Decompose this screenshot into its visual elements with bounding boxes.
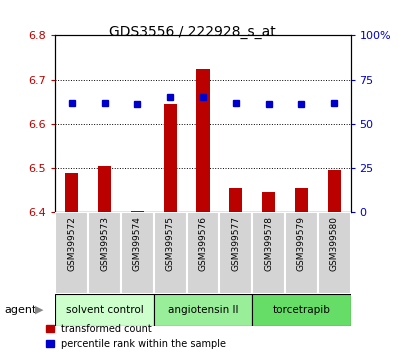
Text: torcetrapib: torcetrapib xyxy=(272,305,330,315)
FancyBboxPatch shape xyxy=(284,212,317,294)
FancyBboxPatch shape xyxy=(55,294,153,326)
Text: GSM399576: GSM399576 xyxy=(198,216,207,272)
Text: GSM399573: GSM399573 xyxy=(100,216,109,272)
FancyBboxPatch shape xyxy=(317,212,350,294)
FancyBboxPatch shape xyxy=(121,212,153,294)
Text: GSM399575: GSM399575 xyxy=(165,216,174,272)
FancyBboxPatch shape xyxy=(153,212,186,294)
FancyBboxPatch shape xyxy=(219,212,252,294)
Bar xyxy=(261,193,274,212)
Bar xyxy=(98,166,111,212)
FancyBboxPatch shape xyxy=(55,212,88,294)
FancyBboxPatch shape xyxy=(186,212,219,294)
Text: GSM399578: GSM399578 xyxy=(263,216,272,272)
Legend: transformed count, percentile rank within the sample: transformed count, percentile rank withi… xyxy=(46,324,226,349)
Bar xyxy=(130,211,144,212)
Text: solvent control: solvent control xyxy=(65,305,143,315)
Bar xyxy=(65,173,78,212)
Text: agent: agent xyxy=(4,305,36,315)
FancyBboxPatch shape xyxy=(88,212,121,294)
Text: angiotensin II: angiotensin II xyxy=(167,305,238,315)
Text: GSM399577: GSM399577 xyxy=(231,216,240,272)
Text: GSM399574: GSM399574 xyxy=(133,216,142,272)
Bar xyxy=(294,188,307,212)
FancyBboxPatch shape xyxy=(153,294,252,326)
Bar xyxy=(196,69,209,212)
Text: GSM399580: GSM399580 xyxy=(329,216,338,272)
Text: GSM399579: GSM399579 xyxy=(296,216,305,272)
Bar xyxy=(327,170,340,212)
Text: GSM399572: GSM399572 xyxy=(67,216,76,272)
Bar xyxy=(229,188,242,212)
Text: GDS3556 / 222928_s_at: GDS3556 / 222928_s_at xyxy=(109,25,275,39)
FancyBboxPatch shape xyxy=(252,294,350,326)
Bar xyxy=(163,104,176,212)
Text: ▶: ▶ xyxy=(35,305,43,315)
FancyBboxPatch shape xyxy=(252,212,284,294)
